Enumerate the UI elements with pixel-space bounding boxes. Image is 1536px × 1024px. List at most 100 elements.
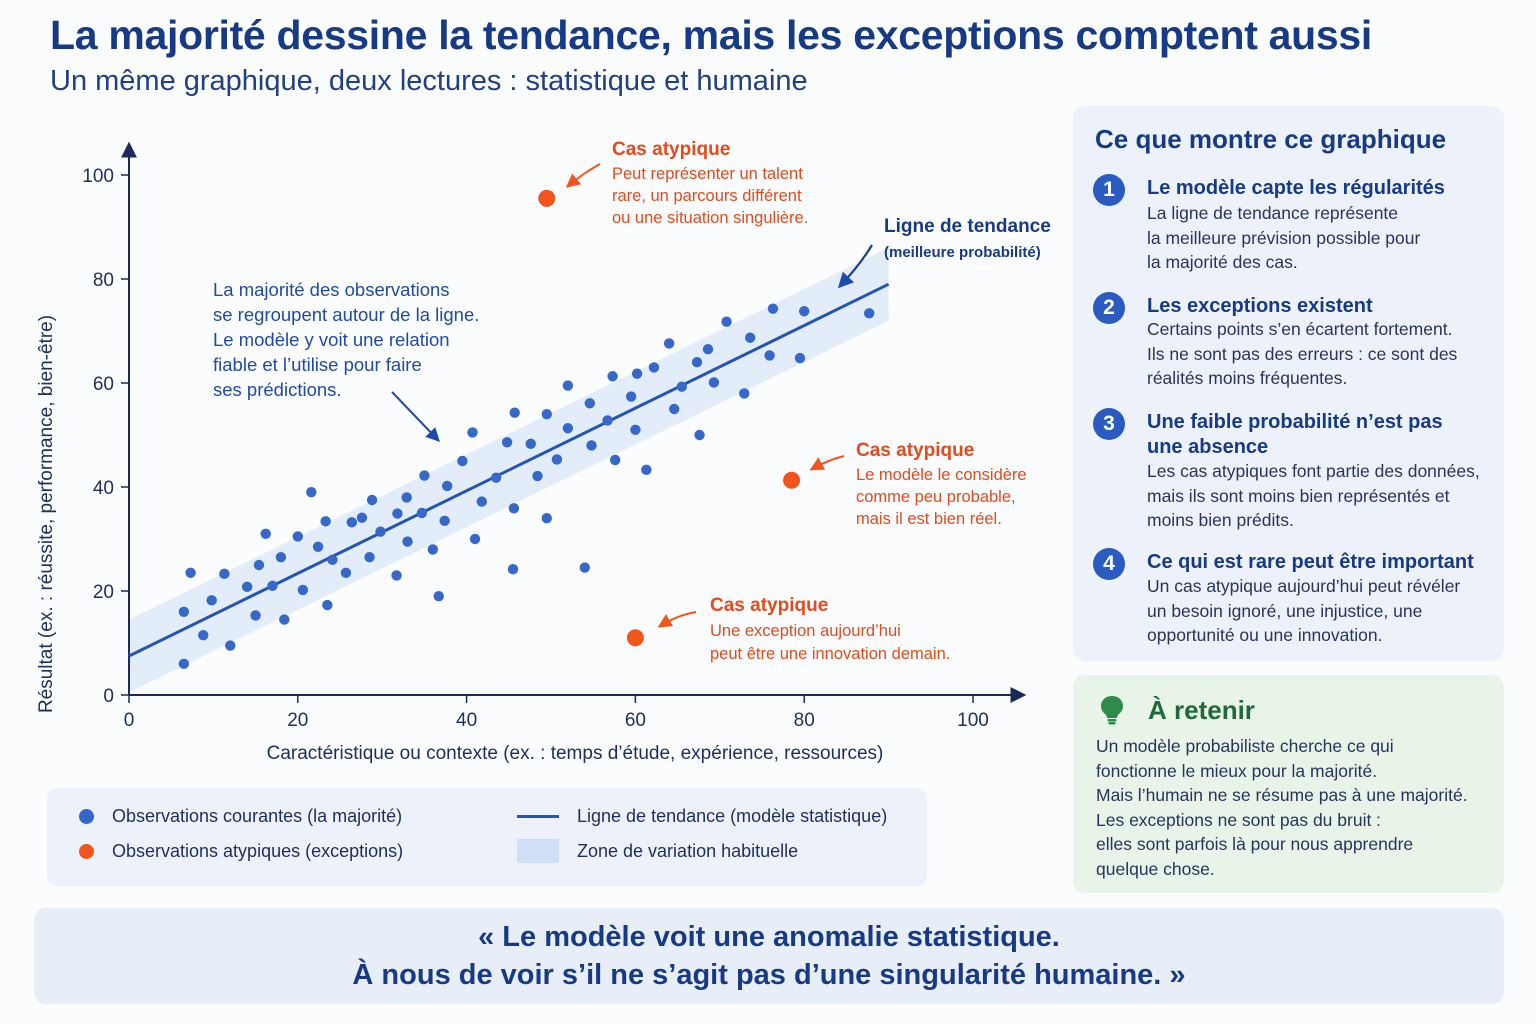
data-point-common [739, 388, 750, 399]
point-text-3: Les cas atypiques font partie des donnée… [1147, 461, 1480, 530]
data-point-common [441, 480, 453, 492]
data-point-common [292, 531, 303, 542]
point-title-2: Les exceptions existent [1147, 295, 1373, 317]
annotation-outlier-top-title: Cas atypique [612, 139, 730, 160]
legend-trend-label: Ligne de tendance (modèle statistique) [577, 806, 888, 826]
data-point-common [206, 595, 217, 606]
data-point-common [219, 568, 230, 580]
data-point-common [250, 610, 261, 621]
x-tick-label: 40 [456, 710, 477, 731]
y-tick-label: 60 [93, 374, 114, 395]
data-point-common [721, 316, 732, 327]
data-point-common [198, 630, 209, 641]
data-point-common [467, 427, 478, 438]
data-point-common [260, 528, 271, 539]
data-point-common [178, 658, 190, 669]
page-title: La majorité dessine la tendance, mais le… [50, 12, 1373, 58]
data-point-common [312, 541, 324, 552]
point-number-2: 2 [1093, 292, 1125, 324]
data-point-common [402, 536, 413, 547]
point-number-4: 4 [1093, 548, 1125, 580]
y-axis-label: Résultat (ex. : réussite, performance, b… [36, 315, 57, 713]
data-point-common [631, 368, 643, 379]
data-point-common [764, 350, 775, 361]
annotation-majority-arrow [391, 391, 440, 443]
data-point-common [375, 526, 386, 537]
data-point-common [602, 415, 613, 426]
data-point-common [297, 584, 309, 596]
data-point-common [322, 599, 333, 611]
legend-atypical-dot [79, 844, 94, 859]
data-point-common [241, 581, 253, 593]
data-point-common [584, 398, 596, 409]
y-tick-label: 0 [103, 686, 114, 707]
data-point-common [586, 440, 597, 451]
annotation-outlier-low-text: Une exception aujourd’hui peut être une … [710, 622, 950, 663]
data-point-common [457, 455, 468, 467]
data-point-common [391, 570, 402, 581]
x-tick-label: 80 [794, 710, 815, 731]
point-text-4: Un cas atypique aujourd’hui peut révéler… [1147, 576, 1461, 645]
data-point-common [641, 464, 652, 476]
data-point-common [366, 494, 378, 506]
data-point-common [439, 515, 450, 526]
data-point-common [267, 580, 278, 591]
data-point-common [532, 470, 543, 482]
explanation-point-4: 4 Ce qui est rare peut être important Un… [1093, 548, 1493, 658]
data-point-common [392, 508, 403, 519]
data-point-common [607, 371, 618, 382]
data-point-common [279, 614, 290, 625]
annotation-trend-arrow [837, 244, 873, 289]
x-tick-label: 100 [957, 710, 989, 731]
x-tick-label: 20 [287, 710, 308, 731]
data-point-common [253, 559, 265, 571]
data-point-outlier [538, 189, 556, 207]
lightbulb-icon [1101, 696, 1123, 725]
data-point-common [476, 496, 487, 507]
y-tick-label: 100 [82, 166, 114, 187]
x-tick-label: 0 [124, 710, 135, 731]
data-point-common [799, 306, 810, 317]
data-point-common [562, 380, 574, 391]
explanation-point-1: 1 Le modèle capte les régularités La lig… [1093, 174, 1493, 284]
data-point-common [625, 391, 637, 402]
legend-zone-label: Zone de variation habituelle [577, 840, 799, 861]
data-point-common [863, 308, 875, 319]
legend-zone-swatch [517, 839, 559, 863]
data-point-common [525, 438, 536, 450]
data-point-common [541, 409, 552, 420]
data-point-common [501, 437, 513, 448]
data-point-common [340, 567, 352, 578]
data-point-common [275, 552, 287, 563]
legend-common: Observations courantes (la majorité) [79, 806, 402, 827]
point-number-3: 3 [1093, 408, 1125, 440]
explanation-point-3: 3 Une faible probabilité n’est pas une a… [1093, 408, 1493, 538]
explanation-title: Ce que montre ce graphique [1095, 124, 1447, 154]
x-tick-label: 60 [625, 710, 646, 731]
data-point-common [708, 377, 720, 388]
data-point-common [356, 512, 368, 523]
data-point-common [306, 487, 317, 498]
annotation-outlier-top-text: Peut représenter un talent rare, un parc… [612, 165, 808, 227]
data-point-common [225, 640, 236, 651]
data-point-common [579, 562, 590, 573]
data-point-common [648, 362, 660, 373]
data-point-common [433, 591, 444, 602]
data-point-common [744, 332, 756, 343]
annotation-majority: La majorité des observations se regroupe… [213, 279, 485, 400]
data-point-common [401, 492, 412, 503]
explanation-point-2: 2 Les exceptions existent Certains point… [1093, 292, 1493, 402]
point-number-1: 1 [1093, 174, 1125, 206]
data-point-common [507, 563, 519, 575]
annotation-outlier-mid-arrow [809, 455, 845, 471]
data-point-common [178, 606, 190, 617]
point-title-3: Une faible probabilité n’est pas une abs… [1147, 411, 1443, 458]
data-point-common [691, 357, 703, 368]
legend-common-label: Observations courantes (la majorité) [112, 806, 403, 826]
point-title-1: Le modèle capte les régularités [1147, 177, 1445, 199]
data-point-common [541, 513, 552, 524]
scatter-chart: 0 20 40 60 80 100 0 20 40 60 80 100 Résultat (ex. :… [36, 139, 1051, 764]
annotation-outlier-low-arrow [657, 611, 697, 628]
annotation-outlier-top-arrow [565, 163, 601, 188]
data-point-common [794, 352, 806, 364]
